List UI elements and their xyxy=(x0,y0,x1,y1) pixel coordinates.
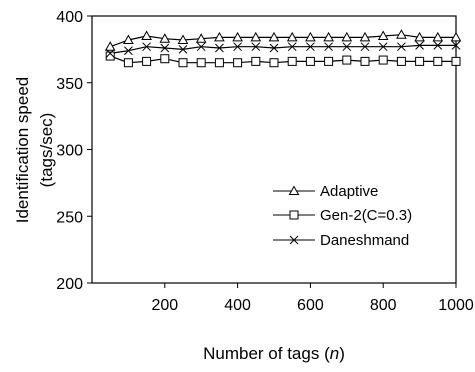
data-point-x xyxy=(378,42,388,52)
legend-label-daneshmand: Daneshmand xyxy=(320,232,409,249)
x-axis-label-text: Number of tags ( xyxy=(203,344,330,363)
data-point-triangle xyxy=(250,31,262,42)
data-point-x xyxy=(397,42,406,52)
data-point-square xyxy=(105,51,115,61)
data-point-square xyxy=(269,58,279,68)
legend-marker-x-icon xyxy=(289,235,299,245)
data-point-triangle xyxy=(232,31,243,42)
data-point-triangle xyxy=(268,31,280,42)
data-point-x xyxy=(287,42,297,52)
series-line-x xyxy=(110,44,456,54)
data-point-square xyxy=(396,56,406,66)
data-point-x xyxy=(433,41,443,50)
data-point-triangle xyxy=(195,33,207,43)
data-point-square xyxy=(433,56,443,66)
data-point-triangle xyxy=(341,31,353,42)
data-point-square xyxy=(233,58,243,68)
data-point-triangle xyxy=(141,30,152,41)
data-point-x xyxy=(215,43,224,53)
data-point-x xyxy=(342,42,352,52)
series-markers xyxy=(104,29,462,68)
y-tick-label: 200 xyxy=(56,276,83,293)
legend-marker-square-icon xyxy=(289,210,299,220)
y-tick-label: 350 xyxy=(56,76,83,93)
data-point-x xyxy=(124,46,133,56)
data-point-triangle xyxy=(177,34,189,45)
data-point-x xyxy=(160,43,170,53)
x-tick-label: 800 xyxy=(370,297,397,314)
axis-ticks: 200 250 300 350 400 200 400 600 800 1000 xyxy=(56,9,474,314)
data-point-triangle xyxy=(305,31,316,42)
data-point-x xyxy=(251,42,261,52)
data-point-x xyxy=(178,45,188,54)
data-point-square xyxy=(415,56,425,66)
data-point-square xyxy=(251,56,261,66)
data-point-triangle xyxy=(377,30,389,41)
data-point-x xyxy=(142,42,151,52)
data-point-square xyxy=(451,56,461,66)
data-point-square xyxy=(305,56,315,66)
data-point-x xyxy=(233,42,242,52)
x-tick-label: 200 xyxy=(151,297,178,314)
legend-label-adaptive: Adaptive xyxy=(320,183,378,200)
data-point-triangle xyxy=(414,31,425,42)
y-tick-label: 250 xyxy=(56,209,83,226)
y-axis-label-line1: Identification speed xyxy=(13,77,32,224)
x-tick-label: 1000 xyxy=(438,297,474,314)
data-point-x xyxy=(451,41,461,50)
data-point-triangle xyxy=(396,29,407,39)
legend: Adaptive Gen-2(C=0.3) Daneshmand xyxy=(273,183,412,249)
x-axis-label-variable: n xyxy=(330,344,339,363)
data-point-square xyxy=(123,58,133,68)
data-point-square xyxy=(324,56,334,66)
legend-label-gen2: Gen-2(C=0.3) xyxy=(320,207,412,224)
legend-marker-triangle-icon xyxy=(288,185,300,195)
y-tick-label: 400 xyxy=(56,9,83,26)
data-point-triangle xyxy=(286,31,298,42)
data-point-square xyxy=(160,54,170,64)
y-axis-title: Identification speed (tags/sec) xyxy=(13,77,56,224)
y-tick-label: 300 xyxy=(56,143,83,160)
data-point-x xyxy=(196,42,206,52)
data-point-triangle xyxy=(359,31,371,42)
data-point-triangle xyxy=(123,34,134,45)
data-point-square xyxy=(342,55,352,65)
data-point-triangle xyxy=(214,31,225,42)
data-point-x xyxy=(105,49,115,58)
x-tick-label: 600 xyxy=(297,297,324,314)
data-point-square xyxy=(360,56,370,66)
data-point-triangle xyxy=(104,41,116,51)
data-point-square xyxy=(378,55,388,65)
data-point-x xyxy=(415,41,424,50)
y-axis-label-line2: (tags/sec) xyxy=(37,113,56,188)
data-point-square xyxy=(214,58,224,68)
x-axis-label-close: ) xyxy=(339,344,345,363)
data-point-triangle xyxy=(159,33,171,43)
data-point-square xyxy=(178,58,188,68)
data-point-x xyxy=(269,43,279,53)
data-point-x xyxy=(360,42,370,52)
data-point-x xyxy=(306,42,315,52)
x-axis-title: Number of tags (n) xyxy=(203,344,345,363)
data-point-triangle xyxy=(450,31,462,42)
x-tick-label: 400 xyxy=(224,297,251,314)
data-point-square xyxy=(196,58,206,68)
data-point-triangle xyxy=(323,31,334,42)
data-point-square xyxy=(287,56,297,66)
data-point-square xyxy=(142,56,152,66)
data-point-x xyxy=(324,42,333,52)
data-point-triangle xyxy=(432,31,444,42)
